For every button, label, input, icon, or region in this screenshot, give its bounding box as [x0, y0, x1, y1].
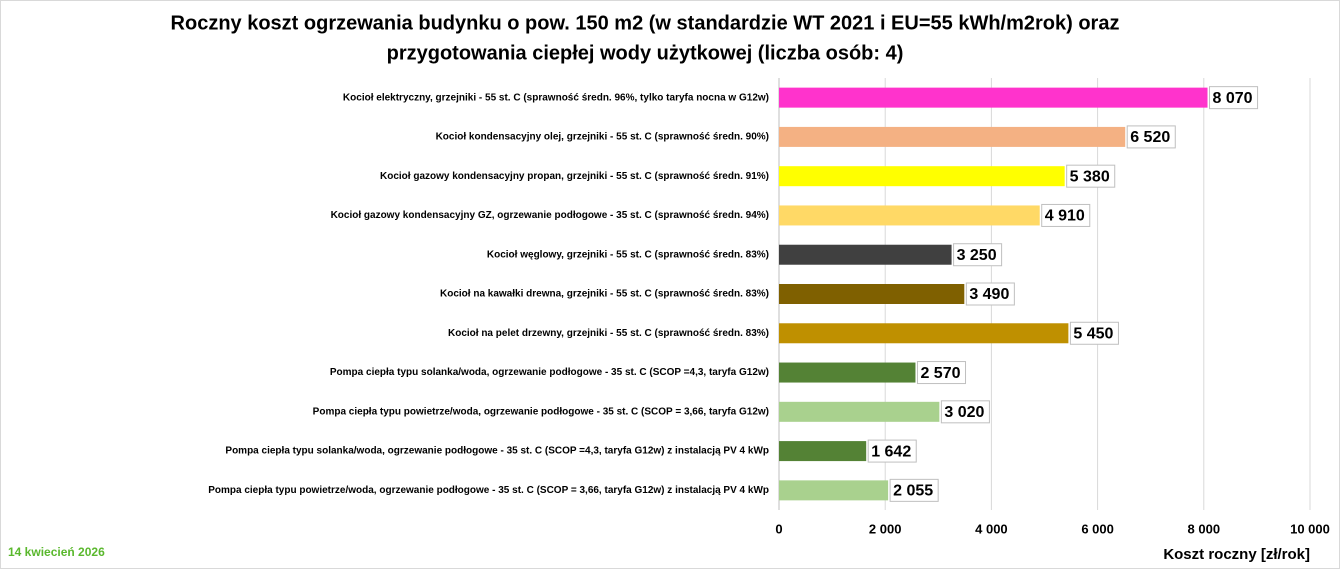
value-label: 2 570	[920, 365, 960, 382]
chart-title: przygotowania ciepłej wody użytkowej (li…	[387, 42, 904, 64]
value-label-box	[889, 478, 939, 502]
y-tick-label: Kocioł węglowy, grzejniki - 55 st. C (sp…	[487, 249, 769, 260]
value-label-box	[1126, 125, 1176, 149]
y-tick-label: Pompa ciepła typu powietrze/woda, ogrzew…	[313, 406, 769, 417]
x-tick-label: 10 000	[1290, 521, 1330, 536]
value-label-box	[1041, 203, 1091, 227]
value-label-box	[940, 400, 990, 424]
bar	[779, 284, 965, 304]
bar	[779, 362, 916, 383]
y-tick-label: Kocioł na kawałki drewna, grzejniki - 55…	[440, 289, 769, 300]
x-tick-label: 6 000	[1081, 521, 1114, 536]
value-label-box	[1069, 321, 1119, 345]
bar	[779, 126, 1126, 147]
y-tick-label: Kocioł na pelet drzewny, grzejniki - 55 …	[448, 328, 769, 339]
y-tick-label: Pompa ciepła typu powietrze/woda, ogrzew…	[208, 485, 769, 496]
value-label: 3 490	[969, 286, 1009, 303]
value-label: 2 055	[893, 483, 933, 500]
x-axis-label: Koszt roczny [zł/rok]	[1163, 546, 1310, 563]
value-label: 3 250	[957, 247, 997, 264]
bar	[779, 87, 1208, 108]
value-label-box	[953, 243, 1003, 267]
x-tick-label: 0	[775, 521, 782, 536]
value-label-box	[1209, 86, 1259, 110]
value-label: 3 020	[944, 404, 984, 421]
value-label: 5 380	[1070, 168, 1110, 185]
y-tick-label: Kocioł kondensacyjny olej, grzejniki - 5…	[436, 132, 769, 143]
y-tick-label: Pompa ciepła typu solanka/woda, ogrzewan…	[225, 446, 769, 457]
value-label: 8 070	[1213, 90, 1253, 107]
x-tick-label: 2 000	[869, 521, 902, 536]
x-tick-label: 4 000	[975, 521, 1008, 536]
bar	[779, 441, 867, 462]
footer-date: 14 kwiecień 2026	[8, 545, 105, 559]
bar	[779, 401, 940, 422]
value-label-box	[867, 439, 917, 463]
y-tick-label: Pompa ciepła typu solanka/woda, ogrzewan…	[330, 367, 769, 378]
x-tick-label: 8 000	[1188, 521, 1221, 536]
bar	[779, 480, 889, 501]
y-tick-label: Kocioł gazowy kondensacyjny GZ, ogrzewan…	[331, 210, 769, 221]
bar	[779, 166, 1065, 187]
value-label: 6 520	[1130, 129, 1170, 146]
value-label-box	[1066, 164, 1116, 188]
value-label: 4 910	[1045, 208, 1085, 225]
value-label-box	[916, 361, 967, 385]
y-tick-label: Kocioł elektryczny, grzejniki - 55 st. C…	[343, 92, 769, 103]
bar	[779, 244, 952, 265]
value-label: 1 642	[871, 443, 911, 460]
bar	[779, 323, 1069, 344]
bar	[779, 205, 1040, 226]
y-tick-label: Kocioł gazowy kondensacyjny propan, grze…	[380, 171, 769, 182]
value-label-box	[965, 282, 1015, 306]
value-label: 5 450	[1073, 325, 1113, 342]
chart-title: Roczny koszt ogrzewania budynku o pow. 1…	[171, 12, 1120, 34]
